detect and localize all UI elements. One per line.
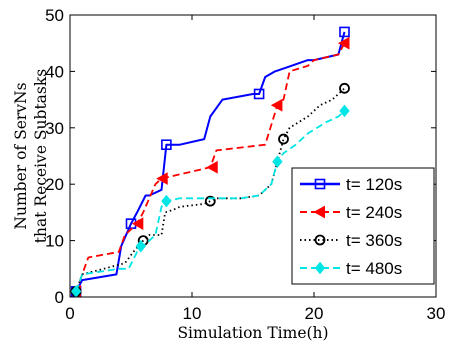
legend-label-3: t= 360s [346, 231, 402, 250]
x-tick-label: 0 [65, 304, 74, 323]
legend-entry-2: t= 240s [300, 203, 402, 222]
legend-entries: t= 120s t= 240s t= 360s t= 480s [300, 175, 402, 278]
x-tick-label: 10 [183, 304, 202, 323]
series-3-point-5 [339, 82, 350, 94]
series-4-point-3 [161, 194, 172, 208]
series-1-point-5 [339, 26, 350, 38]
legend: t= 120s t= 240s t= 360s t= 480s [291, 167, 435, 285]
y-tick-label: 40 [45, 62, 64, 81]
y-tick-label: 10 [45, 232, 64, 251]
y-axis-title-line-1: Number of ServNs [12, 82, 30, 229]
y-tick-label: 0 [55, 288, 64, 307]
series-layer [69, 26, 350, 298]
y-axis-title: Number of ServNs that Receive Subtasks [12, 69, 50, 243]
legend-label-1: t= 120s [346, 175, 402, 194]
series-1-point-3 [161, 139, 172, 151]
series-3-point-3 [204, 195, 216, 207]
x-tick-label: 30 [427, 304, 446, 323]
legend-entry-4: t= 480s [300, 259, 402, 278]
legend-marker-1 [314, 178, 326, 190]
series-4 [70, 104, 350, 298]
series-1-point-4 [253, 88, 265, 100]
legend-box [291, 167, 435, 285]
series-4-point-2 [135, 239, 146, 253]
legend-marker-2 [313, 205, 325, 219]
legend-label-4: t= 480s [346, 259, 402, 278]
series-2-point-3 [156, 172, 168, 185]
series-2-point-4 [206, 160, 218, 174]
series-3-point-4 [278, 133, 289, 145]
series-2-point-5 [270, 98, 283, 112]
axes-frame [69, 14, 437, 298]
legend-marker-3 [314, 234, 326, 246]
legend-marker-4 [314, 261, 326, 275]
y-tick-label: 20 [45, 175, 64, 194]
y-axis-title-line-2: that Receive Subtasks [32, 69, 50, 243]
series-2-point-2 [131, 217, 144, 231]
x-tick-label: 20 [305, 304, 324, 323]
legend-entry-3: t= 360s [300, 231, 402, 250]
series-4-point-5 [339, 104, 350, 118]
series-4-point-4 [272, 155, 283, 168]
series-line-4 [75, 110, 346, 292]
y-tick-label: 30 [45, 119, 64, 138]
legend-label-2: t= 240s [346, 203, 402, 222]
axes-layer: 0 10 20 30 0 10 20 30 40 50 [45, 6, 445, 323]
legend-entry-1: t= 120s [300, 175, 402, 194]
series-2-point-6 [337, 36, 350, 50]
x-axis-title: Simulation Time(h) [177, 324, 328, 342]
y-tick-label: 50 [45, 6, 64, 25]
